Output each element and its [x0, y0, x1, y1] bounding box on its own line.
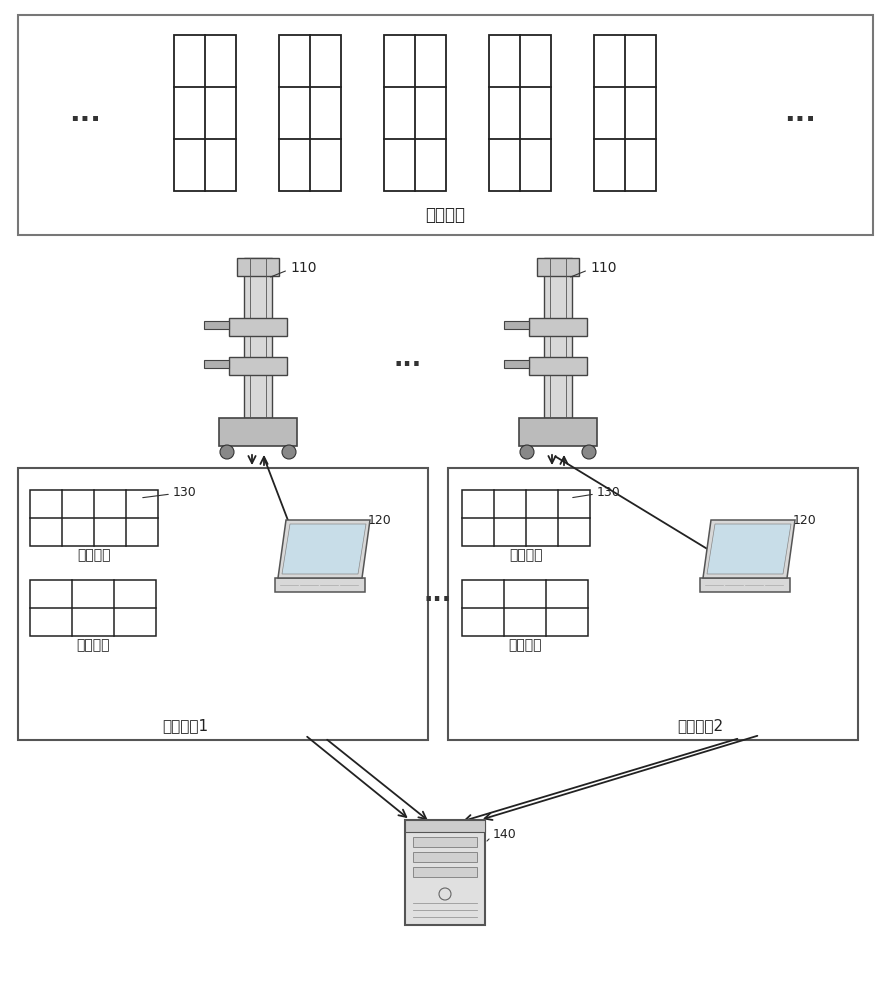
Text: 操作区块2: 操作区块2 [677, 718, 723, 734]
Bar [504, 321, 529, 329]
Bar [219, 418, 297, 446]
Circle shape [220, 445, 234, 459]
Text: 订单货架: 订单货架 [77, 638, 110, 652]
Text: 缓存货架: 缓存货架 [78, 548, 110, 562]
Bar [279, 35, 341, 191]
Bar [244, 258, 272, 418]
Bar [174, 35, 236, 191]
Text: ···: ··· [424, 588, 452, 612]
Bar [384, 35, 446, 191]
Bar [30, 580, 156, 636]
Polygon shape [707, 524, 791, 574]
Polygon shape [278, 520, 370, 578]
Bar [529, 357, 587, 375]
Bar [18, 15, 873, 235]
Bar [413, 852, 477, 862]
Bar [700, 578, 790, 592]
Bar [529, 318, 587, 336]
Bar [462, 490, 590, 546]
Bar [413, 867, 477, 877]
Text: 110: 110 [590, 261, 617, 275]
Bar [405, 820, 485, 832]
Bar [204, 360, 229, 368]
Text: 操作区块1: 操作区块1 [162, 718, 208, 734]
Text: ···: ··· [784, 106, 816, 134]
Polygon shape [703, 520, 795, 578]
Bar [405, 820, 485, 925]
Text: 110: 110 [290, 261, 316, 275]
Bar [537, 258, 579, 276]
Polygon shape [282, 524, 366, 574]
Bar [448, 468, 858, 740]
Circle shape [520, 445, 534, 459]
Text: ···: ··· [69, 106, 101, 134]
Text: ···: ··· [394, 353, 422, 377]
Bar [237, 258, 279, 276]
Text: 120: 120 [793, 514, 817, 526]
Text: 130: 130 [173, 486, 197, 498]
Bar [229, 318, 287, 336]
Bar [504, 360, 529, 368]
Bar [275, 578, 365, 592]
Bar [229, 357, 287, 375]
Bar [204, 321, 229, 329]
Bar [413, 837, 477, 847]
Bar [18, 468, 428, 740]
Bar [489, 35, 551, 191]
Text: 120: 120 [368, 514, 392, 526]
Bar [594, 35, 656, 191]
Bar [462, 580, 588, 636]
Bar [519, 418, 597, 446]
Text: 130: 130 [597, 486, 621, 498]
Text: 订单货架: 订单货架 [508, 638, 542, 652]
Text: 仓库货架: 仓库货架 [425, 206, 465, 224]
Text: 缓存货架: 缓存货架 [510, 548, 543, 562]
Text: 140: 140 [493, 828, 517, 842]
Circle shape [582, 445, 596, 459]
Bar [544, 258, 572, 418]
Circle shape [282, 445, 296, 459]
Bar [30, 490, 158, 546]
